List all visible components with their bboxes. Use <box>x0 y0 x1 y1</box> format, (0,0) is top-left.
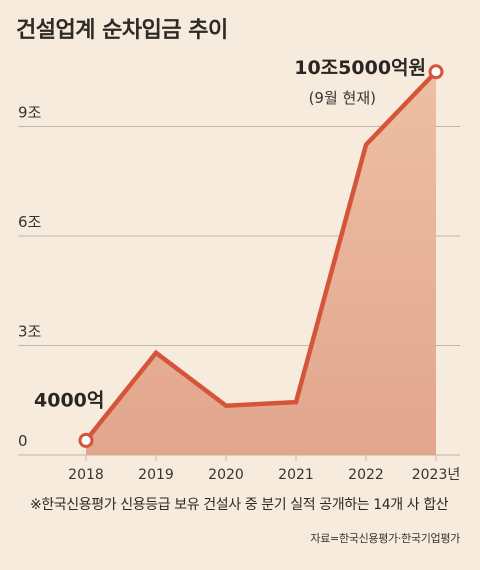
series-area <box>86 71 436 455</box>
annotation-start: 4000억 <box>34 389 104 411</box>
data-point-marker <box>78 432 94 448</box>
footnote: ※한국신용평가 신용등급 보유 건설사 중 분기 실적 공개하는 14개 사 합… <box>30 497 449 513</box>
annotation-end: 10조5000억원 <box>294 57 426 79</box>
y-tick-label: 6조 <box>18 213 42 231</box>
chart-plot: 0 3조 6조 9조 2018 2019 2020 2021 2022 2023년 4000억 1… <box>18 57 461 483</box>
chart-title: 건설업계 순차입금 추이 <box>16 18 228 43</box>
y-tick-label: 0 <box>18 432 28 450</box>
x-tick-label: 2022 <box>348 467 384 483</box>
x-tick-label: 2018 <box>68 467 104 483</box>
x-tick-label: 2021 <box>278 467 314 483</box>
annotation-end-note: (9월 현재) <box>309 89 376 107</box>
source-note: 자료=한국신용평가·한국기업평가 <box>310 532 460 545</box>
x-tick-label: 2023년 <box>412 467 461 483</box>
x-tick-label: 2020 <box>208 467 244 483</box>
y-tick-label: 9조 <box>18 104 42 122</box>
series-line <box>84 70 438 442</box>
y-tick-label: 3조 <box>18 323 42 341</box>
data-point-marker <box>428 64 444 80</box>
x-tick-label: 2019 <box>138 467 174 483</box>
